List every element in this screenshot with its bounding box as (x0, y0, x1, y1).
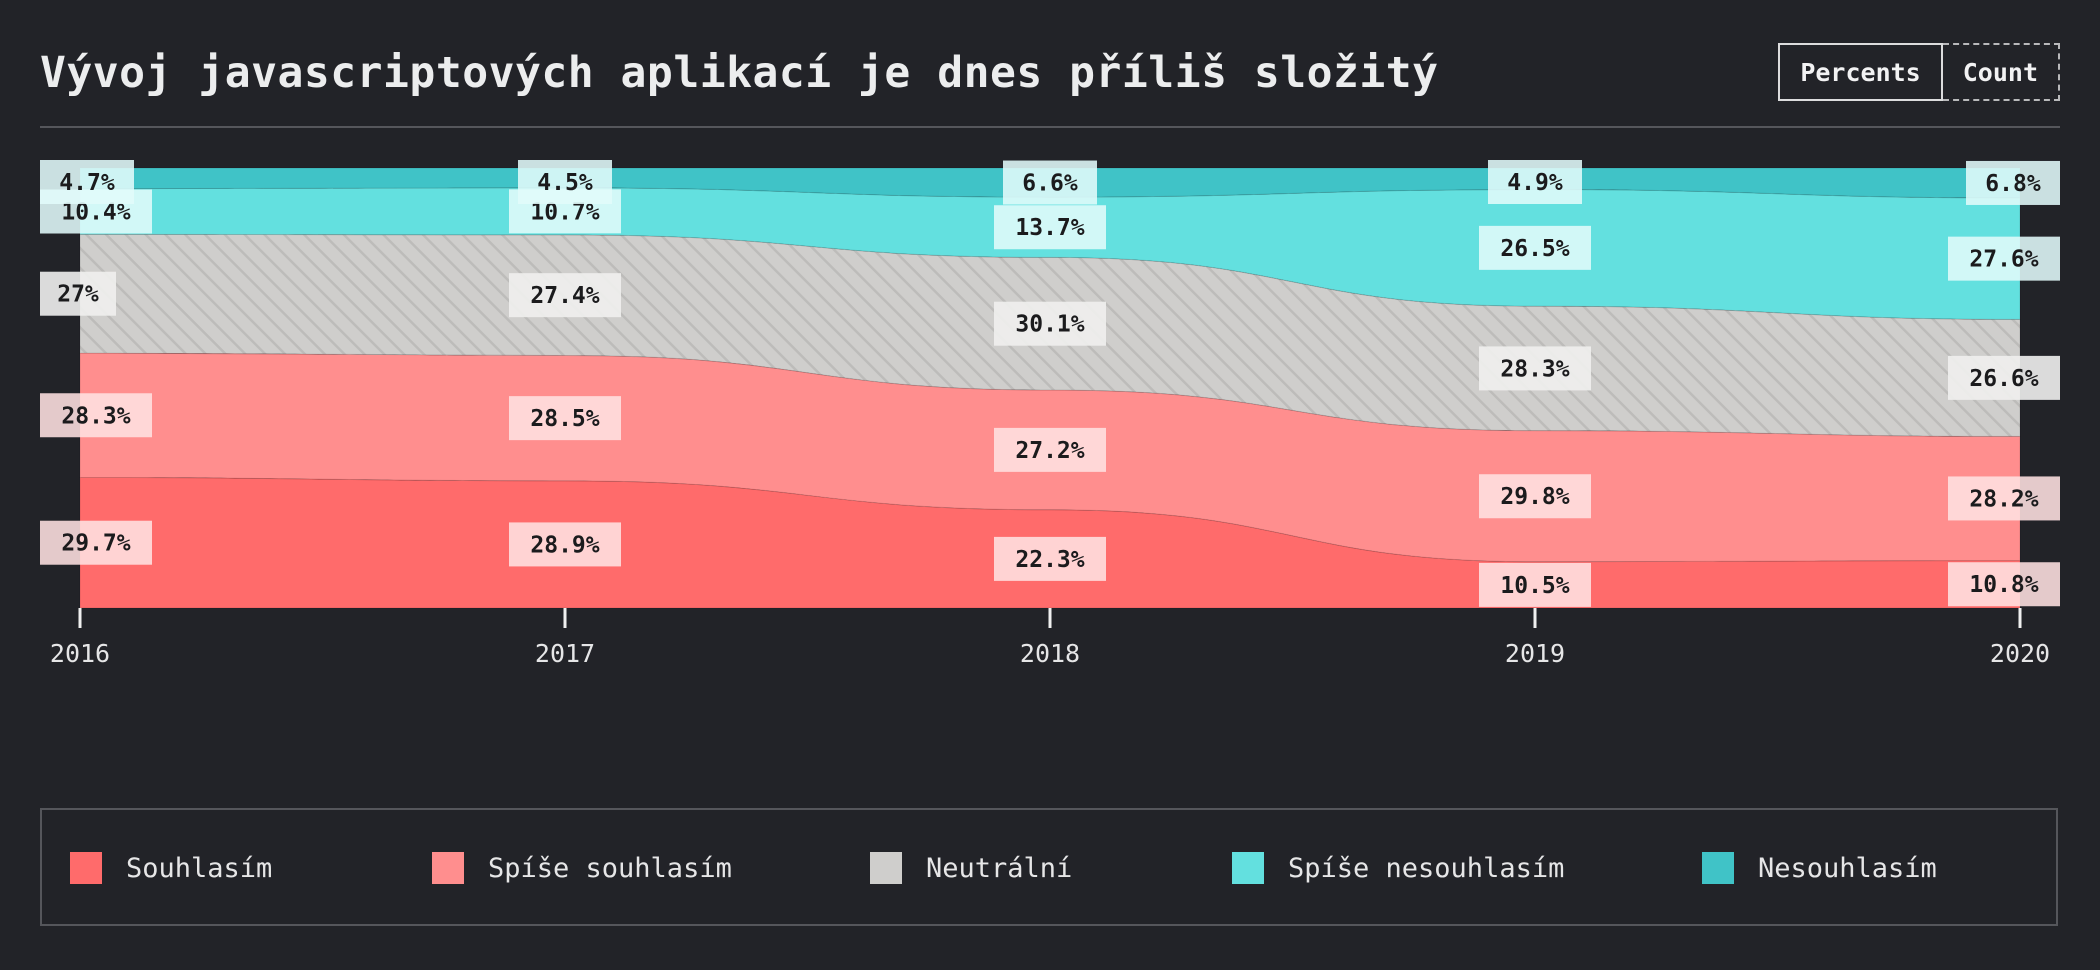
data-label-bg (1948, 476, 2060, 521)
data-label-bg (994, 536, 1106, 581)
data-label-bg (1003, 160, 1097, 205)
data-label: 28.2% (1948, 476, 2060, 521)
x-tick-label: 2020 (1990, 639, 2050, 668)
data-label-text: 4.9% (1507, 170, 1563, 196)
data-label-text: 30.1% (1015, 312, 1084, 338)
data-label-text: 13.7% (1015, 215, 1084, 241)
data-label-bg (1479, 225, 1591, 270)
data-label-bg (509, 396, 621, 441)
data-label-bg (509, 273, 621, 318)
data-label-text: 10.8% (1969, 572, 2038, 598)
data-label-text: 26.5% (1500, 236, 1569, 262)
legend-swatch (432, 852, 464, 884)
data-label: 27.6% (1948, 236, 2060, 281)
data-label: 10.8% (1948, 562, 2060, 607)
data-label: 6.8% (1966, 160, 2060, 205)
data-label: 28.3% (1479, 346, 1591, 391)
data-label: 4.5% (518, 160, 612, 204)
data-label: 28.3% (40, 393, 152, 438)
data-label-text: 22.3% (1015, 547, 1084, 573)
data-label: 4.9% (1488, 160, 1582, 204)
data-label-bg (1479, 562, 1591, 607)
data-label-text: 28.9% (530, 532, 599, 558)
data-label: 4.7% (40, 160, 134, 204)
data-label-text: 29.8% (1500, 484, 1569, 510)
percents-button[interactable]: Percents (1778, 43, 1943, 101)
legend-item-neutralni: Neutrální (870, 852, 1072, 884)
legend-item-spise-souhlasim: Spíše souhlasím (432, 852, 732, 884)
x-tick-label: 2019 (1505, 639, 1565, 668)
data-label-text: 27.6% (1969, 247, 2038, 273)
legend-label: Nesouhlasím (1758, 852, 1937, 884)
data-label: 10.5% (1479, 562, 1591, 607)
data-label-text: 4.5% (537, 170, 593, 196)
data-label-text: 29.7% (61, 531, 130, 557)
data-label-bg (994, 427, 1106, 472)
data-label-text: 27% (57, 282, 99, 308)
data-label: 26.6% (1948, 355, 2060, 400)
data-label: 28.5% (509, 396, 621, 441)
count-button[interactable]: Count (1942, 43, 2060, 101)
legend-label: Spíše nesouhlasím (1288, 852, 1565, 884)
chart-header: Vývoj javascriptových aplikací je dnes p… (40, 36, 2060, 128)
x-tick-label: 2018 (1020, 639, 1080, 668)
chart-legend: Souhlasím Spíše souhlasím Neutrální Spíš… (40, 808, 2058, 926)
data-label-bg (40, 393, 152, 438)
legend-swatch (870, 852, 902, 884)
data-label: 27.2% (994, 427, 1106, 472)
chart-title: Vývoj javascriptových aplikací je dnes p… (40, 48, 1439, 98)
data-label: 22.3% (994, 536, 1106, 581)
data-label: 29.8% (1479, 474, 1591, 519)
data-label: 29.7% (40, 520, 152, 565)
data-label-bg (1948, 562, 2060, 607)
data-label-bg (1479, 346, 1591, 391)
x-tick-label: 2016 (50, 639, 110, 668)
stacked-area-chart: 2016 2017 2018 2019 2020 29.7% 28.9% 22.3% 10.5%… (40, 160, 2060, 668)
legend-label: Souhlasím (126, 852, 273, 884)
data-label-text: 26.6% (1969, 366, 2038, 392)
data-label-bg (40, 520, 152, 565)
data-label-bg (509, 522, 621, 567)
data-label-text: 10.5% (1500, 573, 1569, 599)
legend-item-spise-nesouhlasim: Spíše nesouhlasím (1232, 852, 1564, 884)
data-label-text: 6.6% (1022, 171, 1078, 197)
data-label: 27.4% (509, 273, 621, 318)
data-label-bg (1948, 355, 2060, 400)
data-label-bg (1966, 160, 2060, 205)
data-label-bg (40, 271, 116, 316)
data-label-bg (1948, 236, 2060, 281)
data-label-text: 28.3% (61, 403, 130, 429)
data-label: 30.1% (994, 301, 1106, 346)
data-label: 26.5% (1479, 225, 1591, 270)
data-label-bg (994, 301, 1106, 346)
data-label-text: 28.3% (1500, 356, 1569, 382)
legend-label: Spíše souhlasím (488, 852, 732, 884)
data-label-text: 27.4% (530, 283, 599, 309)
data-label-text: 28.5% (530, 406, 599, 432)
data-label-text: 6.8% (1985, 171, 2041, 197)
data-label-text: 28.2% (1969, 486, 2038, 512)
data-label-text: 4.7% (59, 170, 115, 196)
data-label: 6.6% (1003, 160, 1097, 205)
legend-item-souhlasim: Souhlasím (70, 852, 272, 884)
legend-swatch (70, 852, 102, 884)
data-label: 28.9% (509, 522, 621, 567)
data-label-bg (994, 205, 1106, 250)
legend-swatch (1702, 852, 1734, 884)
view-toggle: Percents Count (1778, 43, 2060, 101)
data-label: 27% (40, 271, 116, 316)
x-tick-label: 2017 (535, 639, 595, 668)
data-label: 13.7% (994, 205, 1106, 250)
data-label-text: 27.2% (1015, 438, 1084, 464)
data-label-bg (1488, 160, 1582, 204)
legend-label: Neutrální (926, 852, 1073, 884)
legend-swatch (1232, 852, 1264, 884)
data-label-bg (40, 160, 134, 204)
data-label-bg (518, 160, 612, 204)
legend-item-nesouhlasim: Nesouhlasím (1702, 852, 1937, 884)
data-label-bg (1479, 474, 1591, 519)
